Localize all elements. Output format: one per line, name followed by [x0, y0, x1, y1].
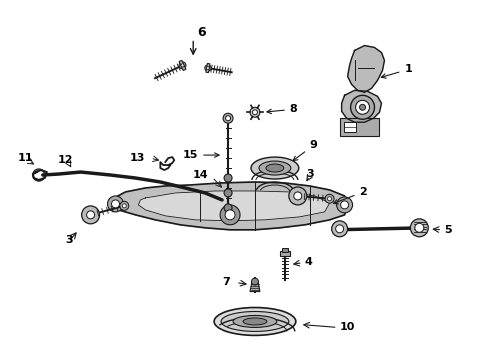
Bar	[280, 251, 290, 256]
Circle shape	[251, 278, 258, 285]
Circle shape	[179, 62, 186, 69]
Circle shape	[325, 194, 334, 203]
Text: 10: 10	[340, 323, 355, 332]
Ellipse shape	[233, 315, 277, 328]
Text: 6: 6	[197, 26, 206, 39]
Polygon shape	[206, 63, 210, 73]
Circle shape	[122, 204, 126, 208]
Text: 1: 1	[381, 64, 412, 78]
Circle shape	[205, 65, 211, 71]
Text: 8: 8	[267, 104, 297, 114]
Circle shape	[252, 110, 257, 115]
Ellipse shape	[251, 157, 299, 179]
Ellipse shape	[243, 318, 267, 325]
Polygon shape	[342, 90, 382, 122]
Circle shape	[224, 189, 232, 197]
Circle shape	[332, 221, 347, 237]
Polygon shape	[347, 45, 385, 92]
Ellipse shape	[221, 311, 289, 332]
Circle shape	[415, 223, 424, 232]
Circle shape	[120, 201, 129, 210]
Polygon shape	[250, 282, 260, 292]
Circle shape	[224, 204, 232, 212]
Polygon shape	[179, 60, 186, 71]
Circle shape	[341, 201, 348, 209]
Polygon shape	[111, 182, 347, 230]
Polygon shape	[138, 191, 330, 221]
Text: 13: 13	[130, 153, 146, 163]
Circle shape	[337, 197, 353, 213]
Circle shape	[224, 174, 232, 182]
Text: 3: 3	[306, 169, 314, 179]
Circle shape	[289, 187, 307, 205]
Ellipse shape	[266, 164, 284, 172]
Circle shape	[112, 200, 120, 208]
Circle shape	[207, 67, 209, 69]
Circle shape	[107, 196, 123, 212]
Circle shape	[250, 107, 260, 117]
Circle shape	[225, 210, 235, 220]
Bar	[340, 118, 379, 136]
Text: 9: 9	[293, 140, 318, 161]
Text: 2: 2	[333, 187, 368, 204]
Circle shape	[327, 197, 332, 201]
Text: 12: 12	[58, 155, 74, 165]
Circle shape	[336, 225, 343, 233]
Circle shape	[360, 104, 366, 110]
Text: 14: 14	[193, 170, 208, 180]
Text: 3: 3	[65, 235, 73, 245]
Circle shape	[356, 100, 369, 114]
Ellipse shape	[259, 161, 291, 175]
Text: 5: 5	[444, 225, 452, 235]
Text: 7: 7	[222, 276, 230, 287]
Circle shape	[82, 206, 99, 224]
Circle shape	[294, 192, 302, 200]
Bar	[343, 122, 356, 132]
Ellipse shape	[214, 307, 296, 336]
Text: 4: 4	[305, 257, 313, 267]
Bar	[282, 248, 288, 252]
Circle shape	[181, 64, 184, 67]
Circle shape	[220, 205, 240, 225]
Circle shape	[225, 116, 231, 121]
Circle shape	[350, 95, 374, 119]
Circle shape	[410, 219, 428, 237]
Circle shape	[87, 211, 95, 219]
Text: 11: 11	[18, 153, 34, 163]
Circle shape	[223, 113, 233, 123]
Text: 15: 15	[183, 150, 219, 160]
